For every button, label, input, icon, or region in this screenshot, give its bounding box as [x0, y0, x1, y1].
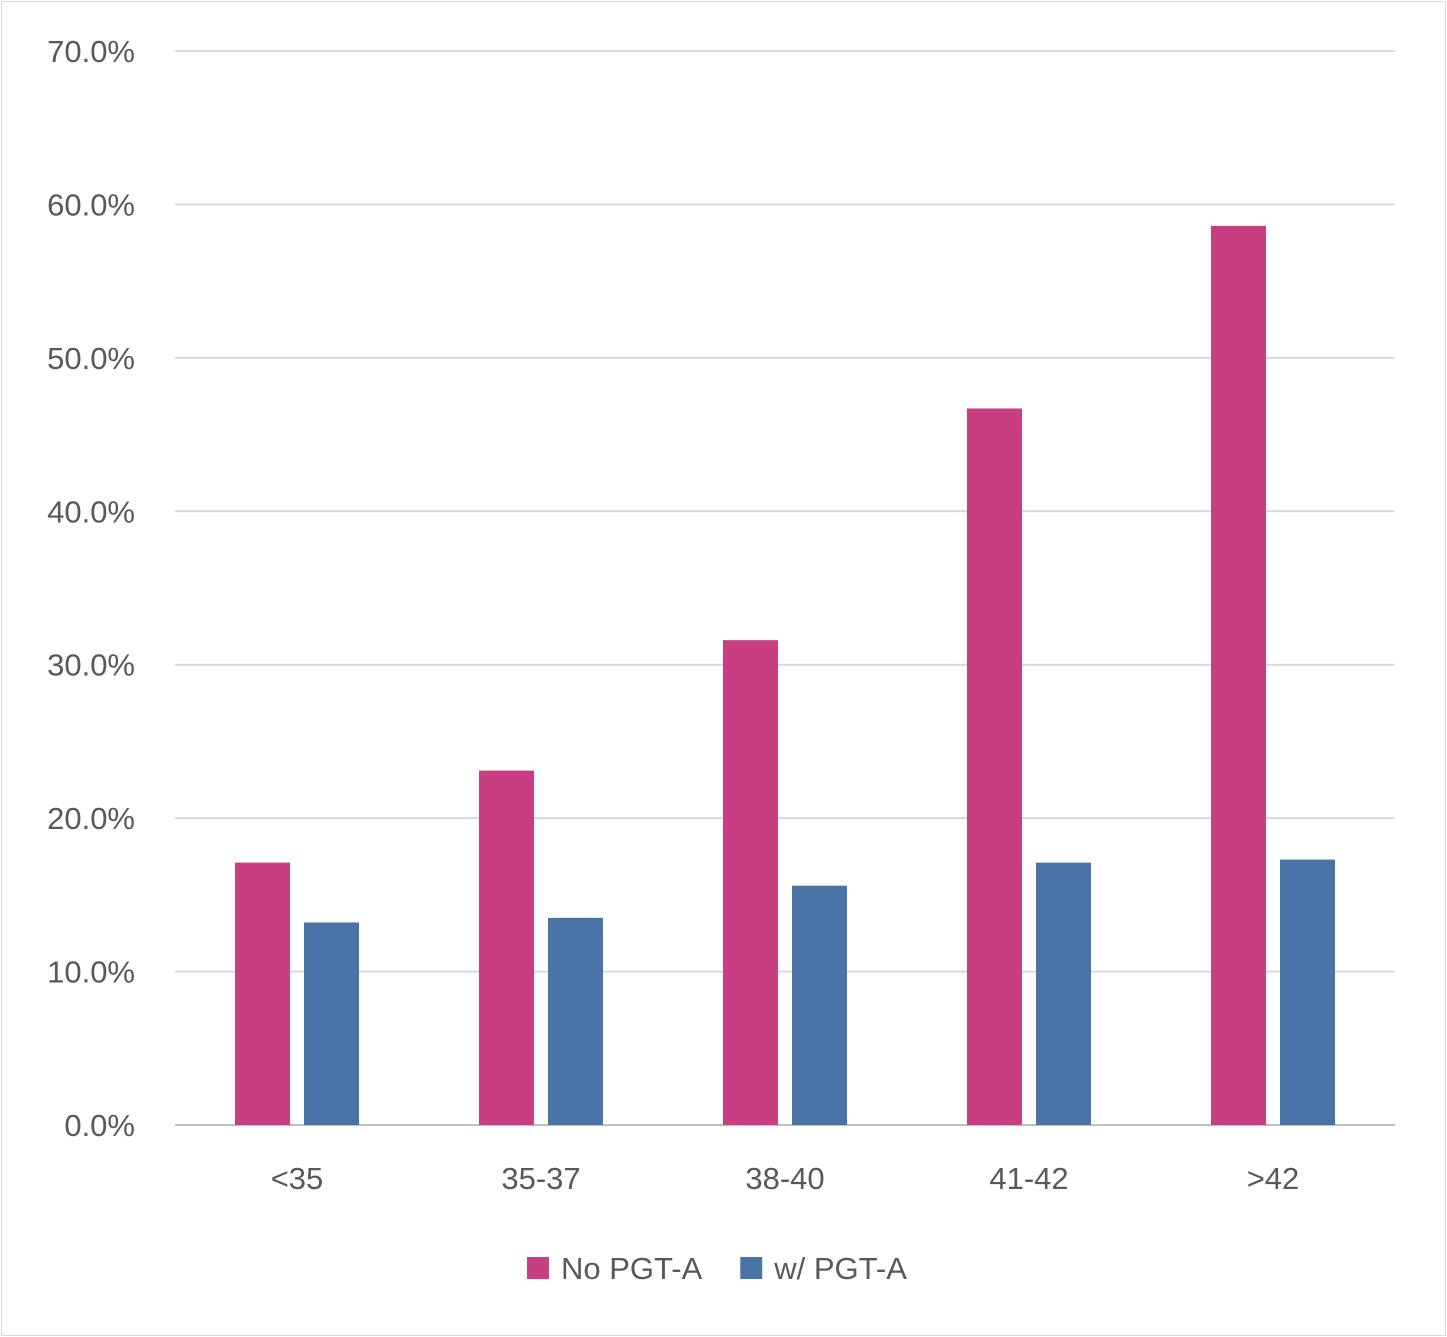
- x-tick-label: <35: [271, 1161, 324, 1196]
- y-tick-label: 50.0%: [47, 341, 135, 376]
- y-tick-label: 70.0%: [47, 34, 135, 69]
- bar-w-pgt-a: [1036, 862, 1091, 1125]
- legend-swatch: [740, 1257, 763, 1279]
- bar-no-pgt-a: [967, 408, 1022, 1125]
- bar-w-pgt-a: [304, 922, 359, 1125]
- x-tick-label: 38-40: [745, 1161, 824, 1196]
- y-tick-label: 20.0%: [47, 801, 135, 836]
- legend-label: w/ PGT-A: [773, 1251, 907, 1286]
- bar-w-pgt-a: [548, 917, 603, 1125]
- y-tick-label: 10.0%: [47, 955, 135, 990]
- bar-w-pgt-a: [792, 885, 847, 1125]
- y-tick-label: 0.0%: [64, 1108, 135, 1143]
- bar-no-pgt-a: [479, 770, 534, 1125]
- y-tick-label: 30.0%: [47, 648, 135, 683]
- y-tick-label: 40.0%: [47, 494, 135, 529]
- x-tick-label: 35-37: [501, 1161, 580, 1196]
- x-tick-label: >42: [1247, 1161, 1300, 1196]
- bar-no-pgt-a: [235, 862, 290, 1125]
- y-tick-label: 60.0%: [47, 187, 135, 222]
- bar-no-pgt-a: [1211, 225, 1266, 1125]
- bar-w-pgt-a: [1280, 859, 1335, 1125]
- x-tick-label: 41-42: [989, 1161, 1068, 1196]
- legend-swatch: [527, 1257, 549, 1279]
- legend-label: No PGT-A: [561, 1251, 703, 1286]
- bar-no-pgt-a: [723, 640, 778, 1125]
